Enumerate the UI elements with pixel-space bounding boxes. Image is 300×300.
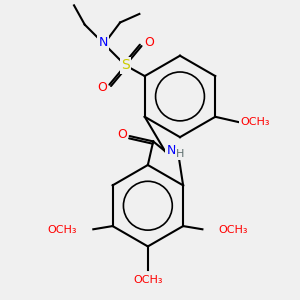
- Text: OCH₃: OCH₃: [48, 225, 77, 236]
- Text: O: O: [97, 81, 107, 94]
- Text: O: O: [144, 36, 154, 50]
- Text: S: S: [121, 58, 130, 72]
- Text: OCH₃: OCH₃: [240, 117, 270, 127]
- Text: OCH₃: OCH₃: [133, 274, 163, 285]
- Text: H: H: [176, 149, 184, 159]
- Text: O: O: [117, 128, 127, 142]
- Text: N: N: [98, 36, 108, 50]
- Text: OCH₃: OCH₃: [218, 225, 248, 236]
- Text: N: N: [167, 143, 176, 157]
